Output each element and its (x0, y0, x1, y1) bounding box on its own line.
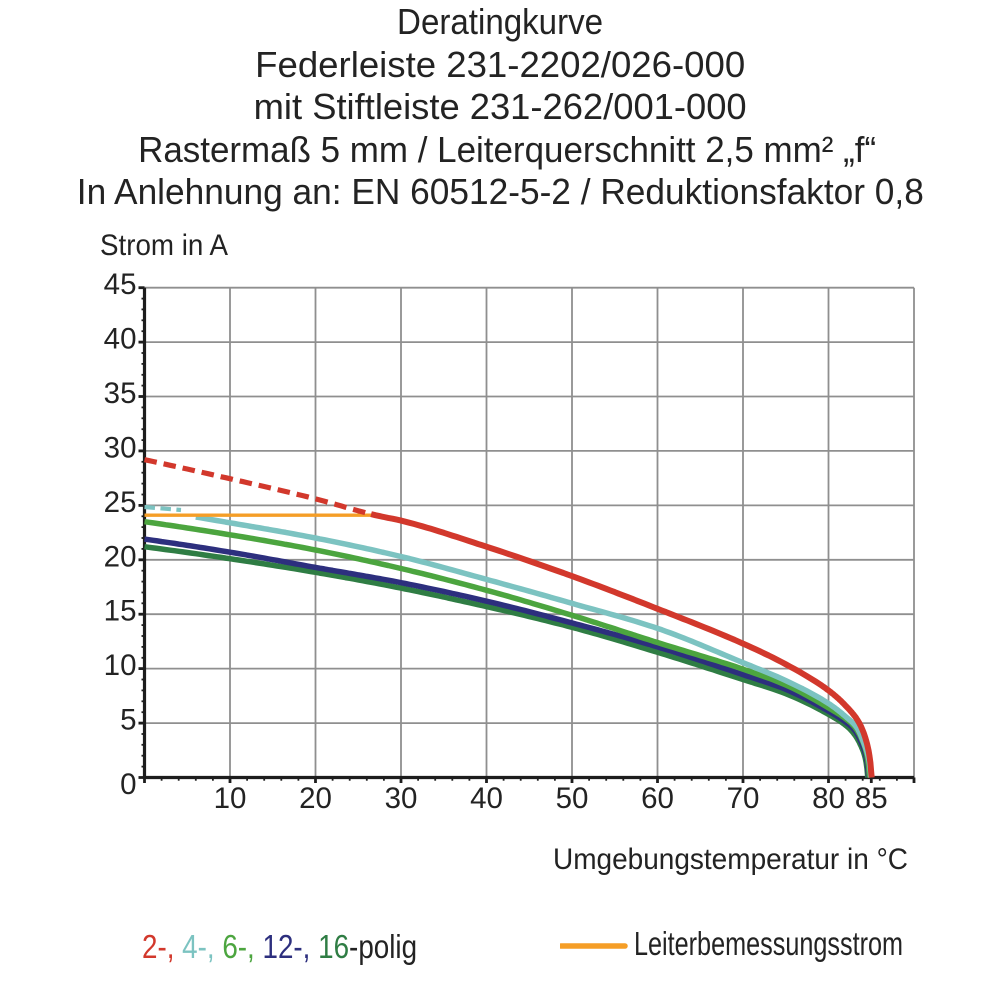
svg-text:30: 30 (104, 431, 137, 464)
svg-text:10: 10 (214, 782, 247, 815)
svg-text:50: 50 (556, 782, 589, 815)
svg-text:45: 45 (104, 268, 137, 301)
svg-text:80: 80 (812, 782, 845, 815)
svg-text:35: 35 (104, 377, 137, 410)
svg-text:40: 40 (470, 782, 503, 815)
svg-text:0: 0 (120, 768, 136, 801)
svg-text:70: 70 (727, 782, 760, 815)
svg-text:30: 30 (385, 782, 418, 815)
svg-text:10: 10 (104, 649, 137, 682)
svg-text:5: 5 (120, 704, 136, 737)
svg-text:60: 60 (641, 782, 674, 815)
svg-text:25: 25 (104, 486, 137, 519)
svg-text:40: 40 (104, 323, 137, 356)
svg-text:20: 20 (299, 782, 332, 815)
svg-text:20: 20 (104, 540, 137, 573)
svg-text:15: 15 (104, 595, 137, 628)
svg-text:85: 85 (855, 782, 888, 815)
